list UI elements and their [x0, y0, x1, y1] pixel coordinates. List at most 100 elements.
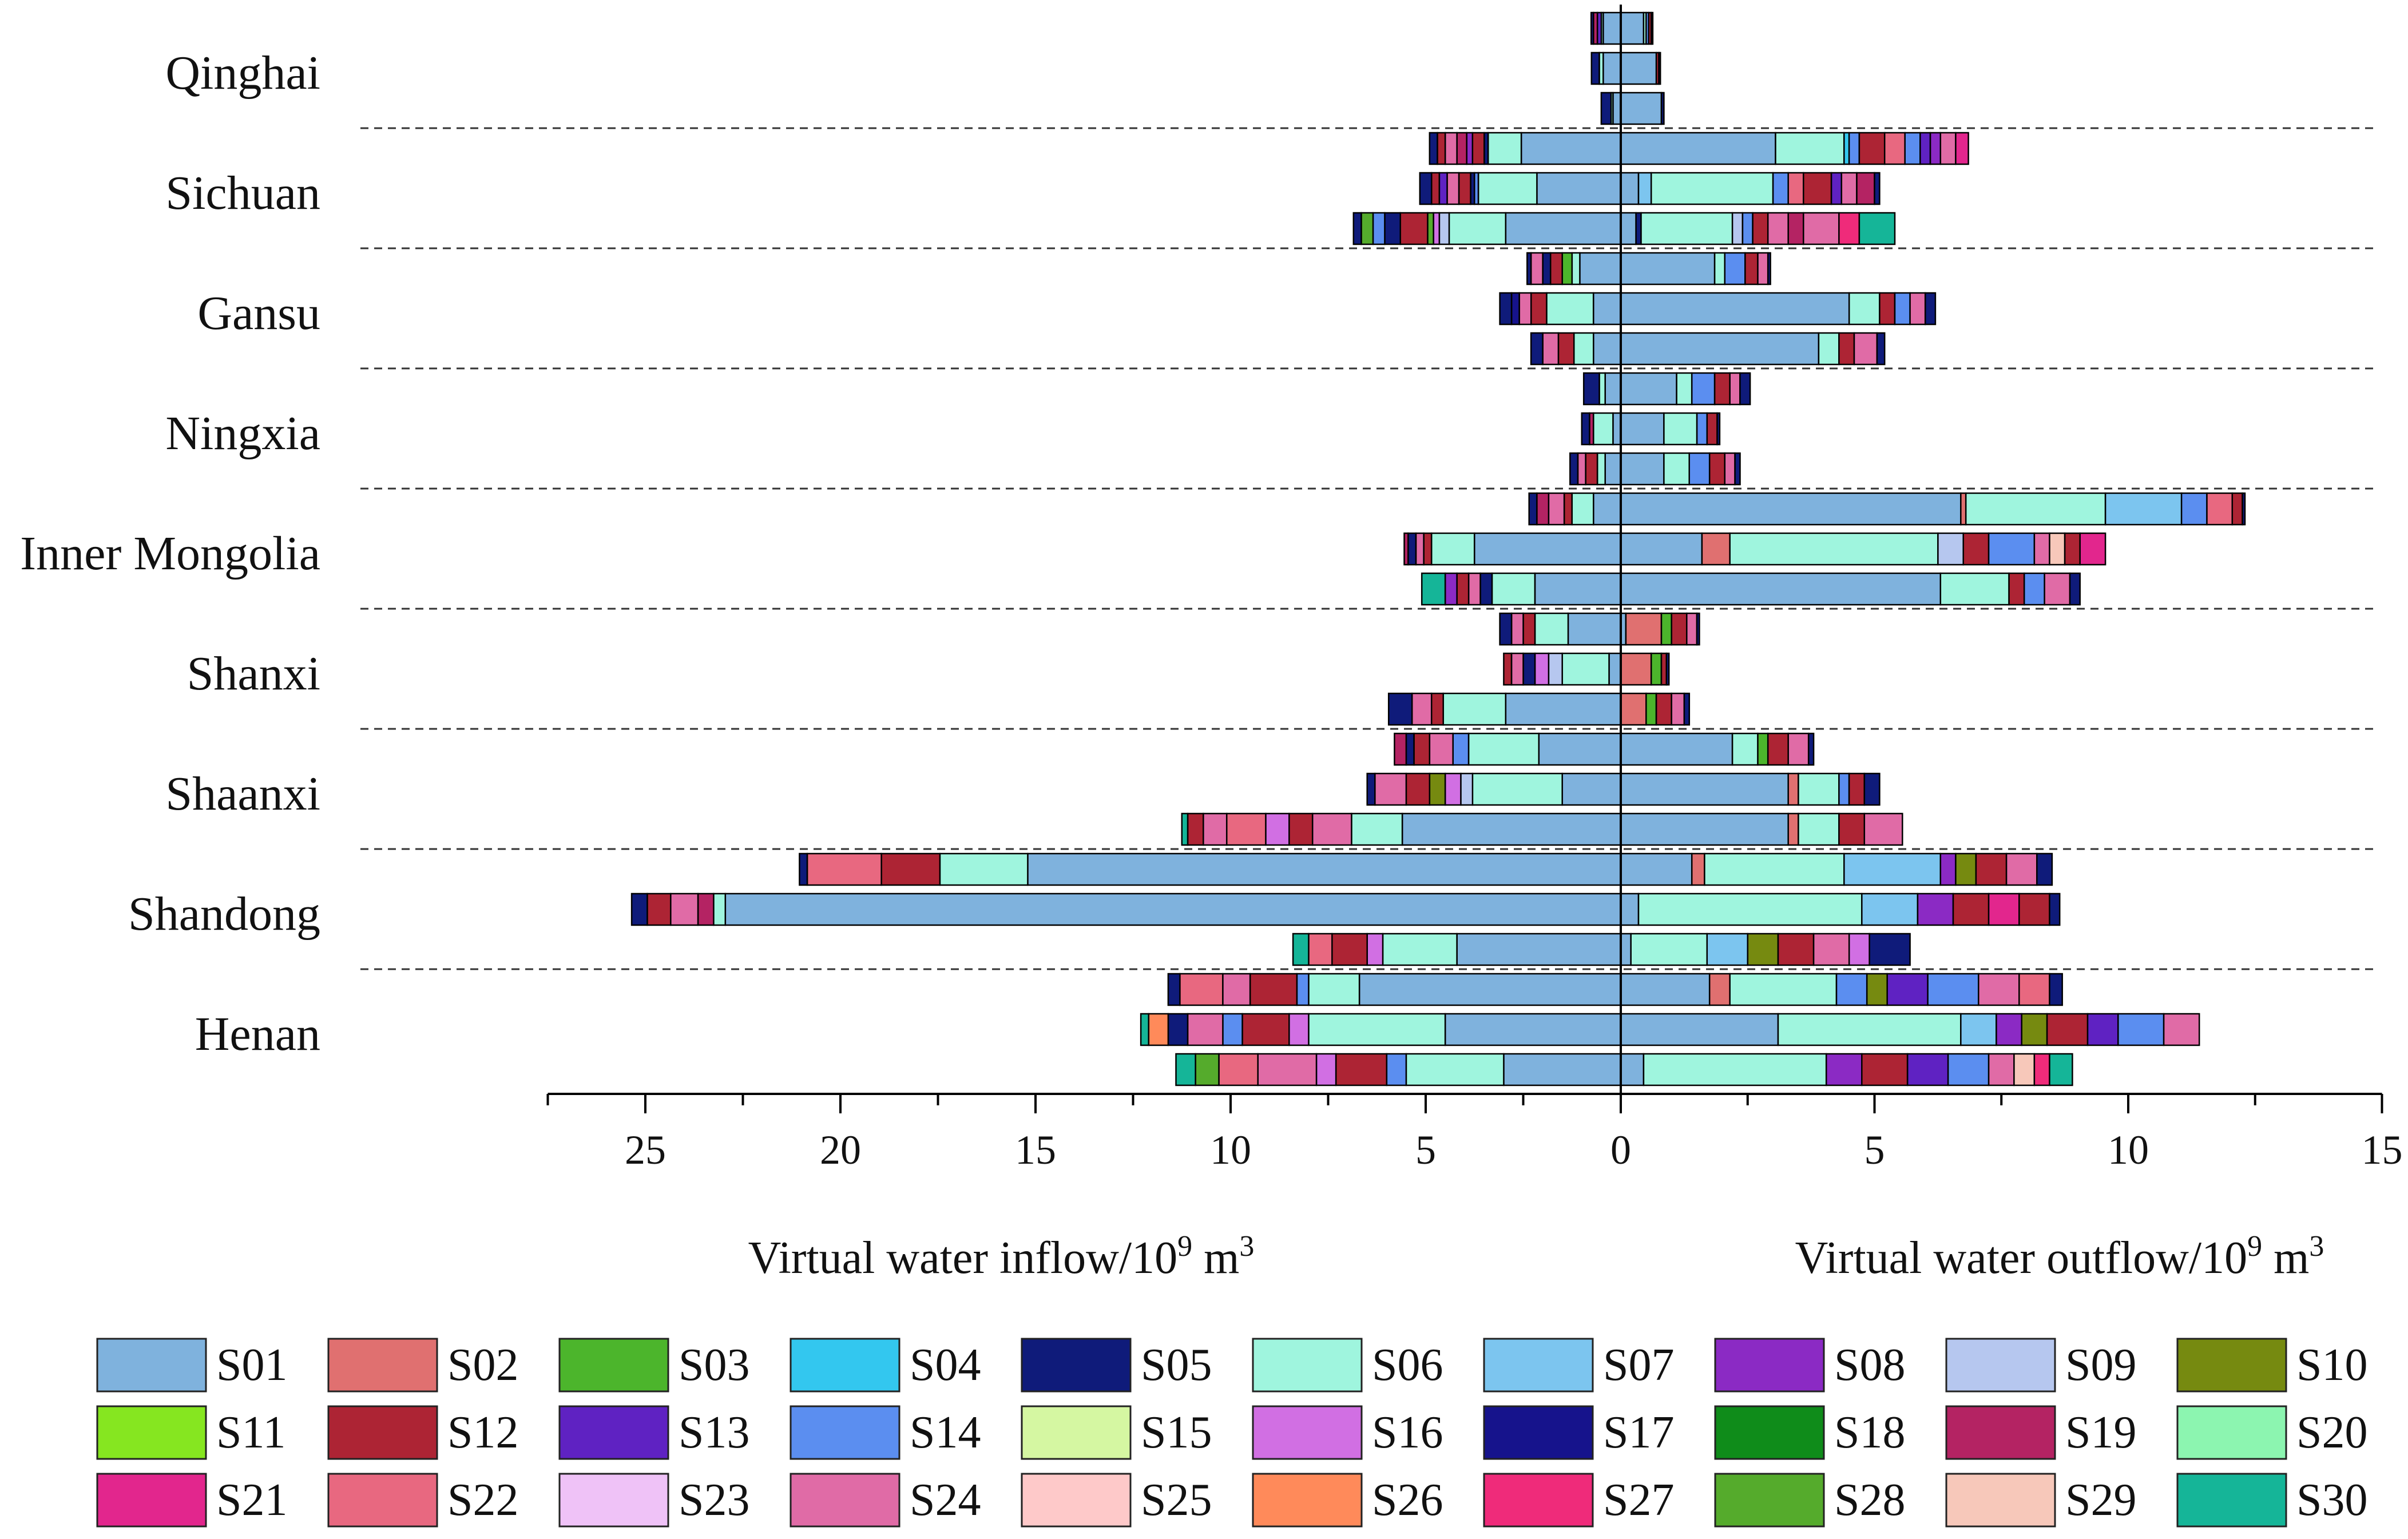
outflow-segment-s12: [1706, 412, 1718, 446]
outflow-segment-s01: [1620, 1053, 1645, 1086]
outflow-segment-s24: [1853, 332, 1878, 366]
inflow-segment-s16: [1265, 812, 1290, 846]
legend-label: S02: [447, 1340, 519, 1390]
outflow-segment-s24: [1729, 372, 1741, 406]
inflow-segment-s24: [1374, 772, 1407, 806]
legend-item: S11: [96, 1405, 286, 1460]
inflow-segment-s12: [1530, 292, 1548, 326]
x-tick-label: 15: [2362, 1127, 2403, 1173]
outflow-segment-s06: [1775, 132, 1845, 165]
outflow-segment-s06: [1939, 572, 2010, 606]
x-tick-label: 10: [2108, 1127, 2149, 1173]
province-separators: [360, 127, 2374, 970]
inflow-segment-s24: [1203, 812, 1228, 846]
outflow-segment-s10: [1866, 973, 1888, 1006]
outflow-segment-s14: [1927, 973, 1979, 1006]
legend-swatch: [1714, 1473, 1825, 1528]
inflow-segment-s19: [1456, 132, 1467, 165]
legend-item: S26: [1252, 1473, 1443, 1528]
inflow-segment-s12: [880, 852, 941, 886]
outflow-segment-s02: [1960, 492, 1967, 526]
legend-swatch: [1252, 1405, 1363, 1460]
inflow-segment-s06: [939, 852, 1029, 886]
x-tick-label: 10: [1210, 1127, 1251, 1173]
outflow-segment-s14: [1947, 1053, 1990, 1086]
bar-row: [1421, 572, 2081, 606]
inflow-segment-s06: [1546, 292, 1594, 326]
outflow-segment-s05: [2049, 973, 2063, 1006]
legend-label: S07: [1603, 1340, 1675, 1390]
inflow-segment-s28: [1195, 1053, 1220, 1086]
outflow-segment-s09: [1937, 532, 1965, 566]
legend-label: S14: [910, 1407, 981, 1458]
legend: S01 S02 S03 S04 S05 S06 S07 S08 S09 S10 S11 S12 S13 S…: [96, 1338, 2368, 1528]
legend-label: S10: [2296, 1340, 2368, 1390]
legend-item: S03: [558, 1338, 750, 1393]
outflow-segment-s02: [1787, 812, 1799, 846]
province-label: Sichuan: [165, 166, 320, 220]
inflow-segment-s24: [1429, 732, 1454, 766]
province-label: Shaanxi: [165, 767, 320, 820]
inflow-segment-s01: [1602, 51, 1622, 85]
province-label: Qinghai: [165, 46, 320, 100]
outflow-segment-s01: [1620, 852, 1693, 886]
outflow-segment-s01: [1620, 11, 1645, 45]
inflow-segment-s06: [1477, 172, 1538, 205]
legend-label: S01: [216, 1340, 288, 1390]
inflow-segment-s09: [1438, 212, 1450, 245]
outflow-segment-s01: [1620, 51, 1657, 85]
inflow-segment-s17: [1510, 292, 1520, 326]
inflow-segment-s12: [1288, 812, 1314, 846]
inflow-segment-s24: [1311, 812, 1352, 846]
outflow-segment-s06: [1729, 973, 1838, 1006]
inflow-segment-s12: [1522, 612, 1536, 646]
outflow-segment-s06: [1965, 492, 2106, 526]
outflow-segment-s05: [1807, 732, 1815, 766]
outflow-segment-s24: [1671, 692, 1685, 726]
inflow-segment-s24: [1411, 692, 1433, 726]
inflow-segment-s24: [1518, 292, 1532, 326]
outflow-segment-s10: [1955, 852, 1977, 886]
outflow-segment-s02: [1620, 692, 1647, 726]
inflow-segment-s01: [1520, 132, 1622, 165]
legend-item: S12: [327, 1405, 519, 1460]
legend-swatch: [1252, 1473, 1363, 1528]
legend-swatch: [558, 1473, 669, 1528]
legend-item: S27: [1483, 1473, 1675, 1528]
outflow-segment-s13: [1919, 132, 1931, 165]
outflow-segment-s01: [1620, 292, 1850, 326]
inflow-segment-s12: [1423, 532, 1433, 566]
x-tick-label: 5: [1864, 1127, 1885, 1173]
inflow-segment-s01: [1027, 852, 1622, 886]
outflow-segment-s14: [1772, 172, 1789, 205]
inflow-segment-s08: [1466, 132, 1474, 165]
inflow-segment-s24: [1542, 332, 1560, 366]
inflow-segment-s05: [1582, 372, 1600, 406]
outflow-segment-s06: [1713, 252, 1726, 285]
bar-row: [1181, 812, 1903, 846]
legend-item: S08: [1714, 1338, 1906, 1393]
outflow-segment-s05: [1665, 652, 1670, 686]
inflow-segment-s05: [799, 852, 808, 886]
outflow-segment-s14: [1988, 532, 2036, 566]
outflow-segment-s05: [2242, 492, 2246, 526]
outflow-segment-s01: [1620, 332, 1820, 366]
outflow-segment-s24: [1686, 612, 1698, 646]
legend-swatch: [2176, 1473, 2287, 1528]
inflow-segment-s05: [1526, 252, 1532, 285]
legend-swatch: [96, 1338, 207, 1393]
x-axis-label-inflow: Virtual water inflow/109 m3: [748, 1230, 1255, 1283]
inflow-segment-s12: [1549, 252, 1563, 285]
outflow-segment-s21: [2079, 532, 2106, 566]
inflow-segment-s22: [1308, 933, 1333, 966]
legend-swatch: [1021, 1405, 1132, 1460]
inflow-segment-s16: [1444, 772, 1462, 806]
legend-item: S20: [2176, 1405, 2368, 1460]
inflow-segment-s05: [1581, 412, 1590, 446]
outflow-segment-s12: [2018, 893, 2050, 926]
inflow-segment-s01: [1567, 612, 1622, 646]
bar-row: [1403, 532, 2106, 566]
outflow-segment-s01: [1620, 933, 1632, 966]
inflow-segment-s12: [1405, 772, 1431, 806]
outflow-segment-s01: [1620, 732, 1733, 766]
